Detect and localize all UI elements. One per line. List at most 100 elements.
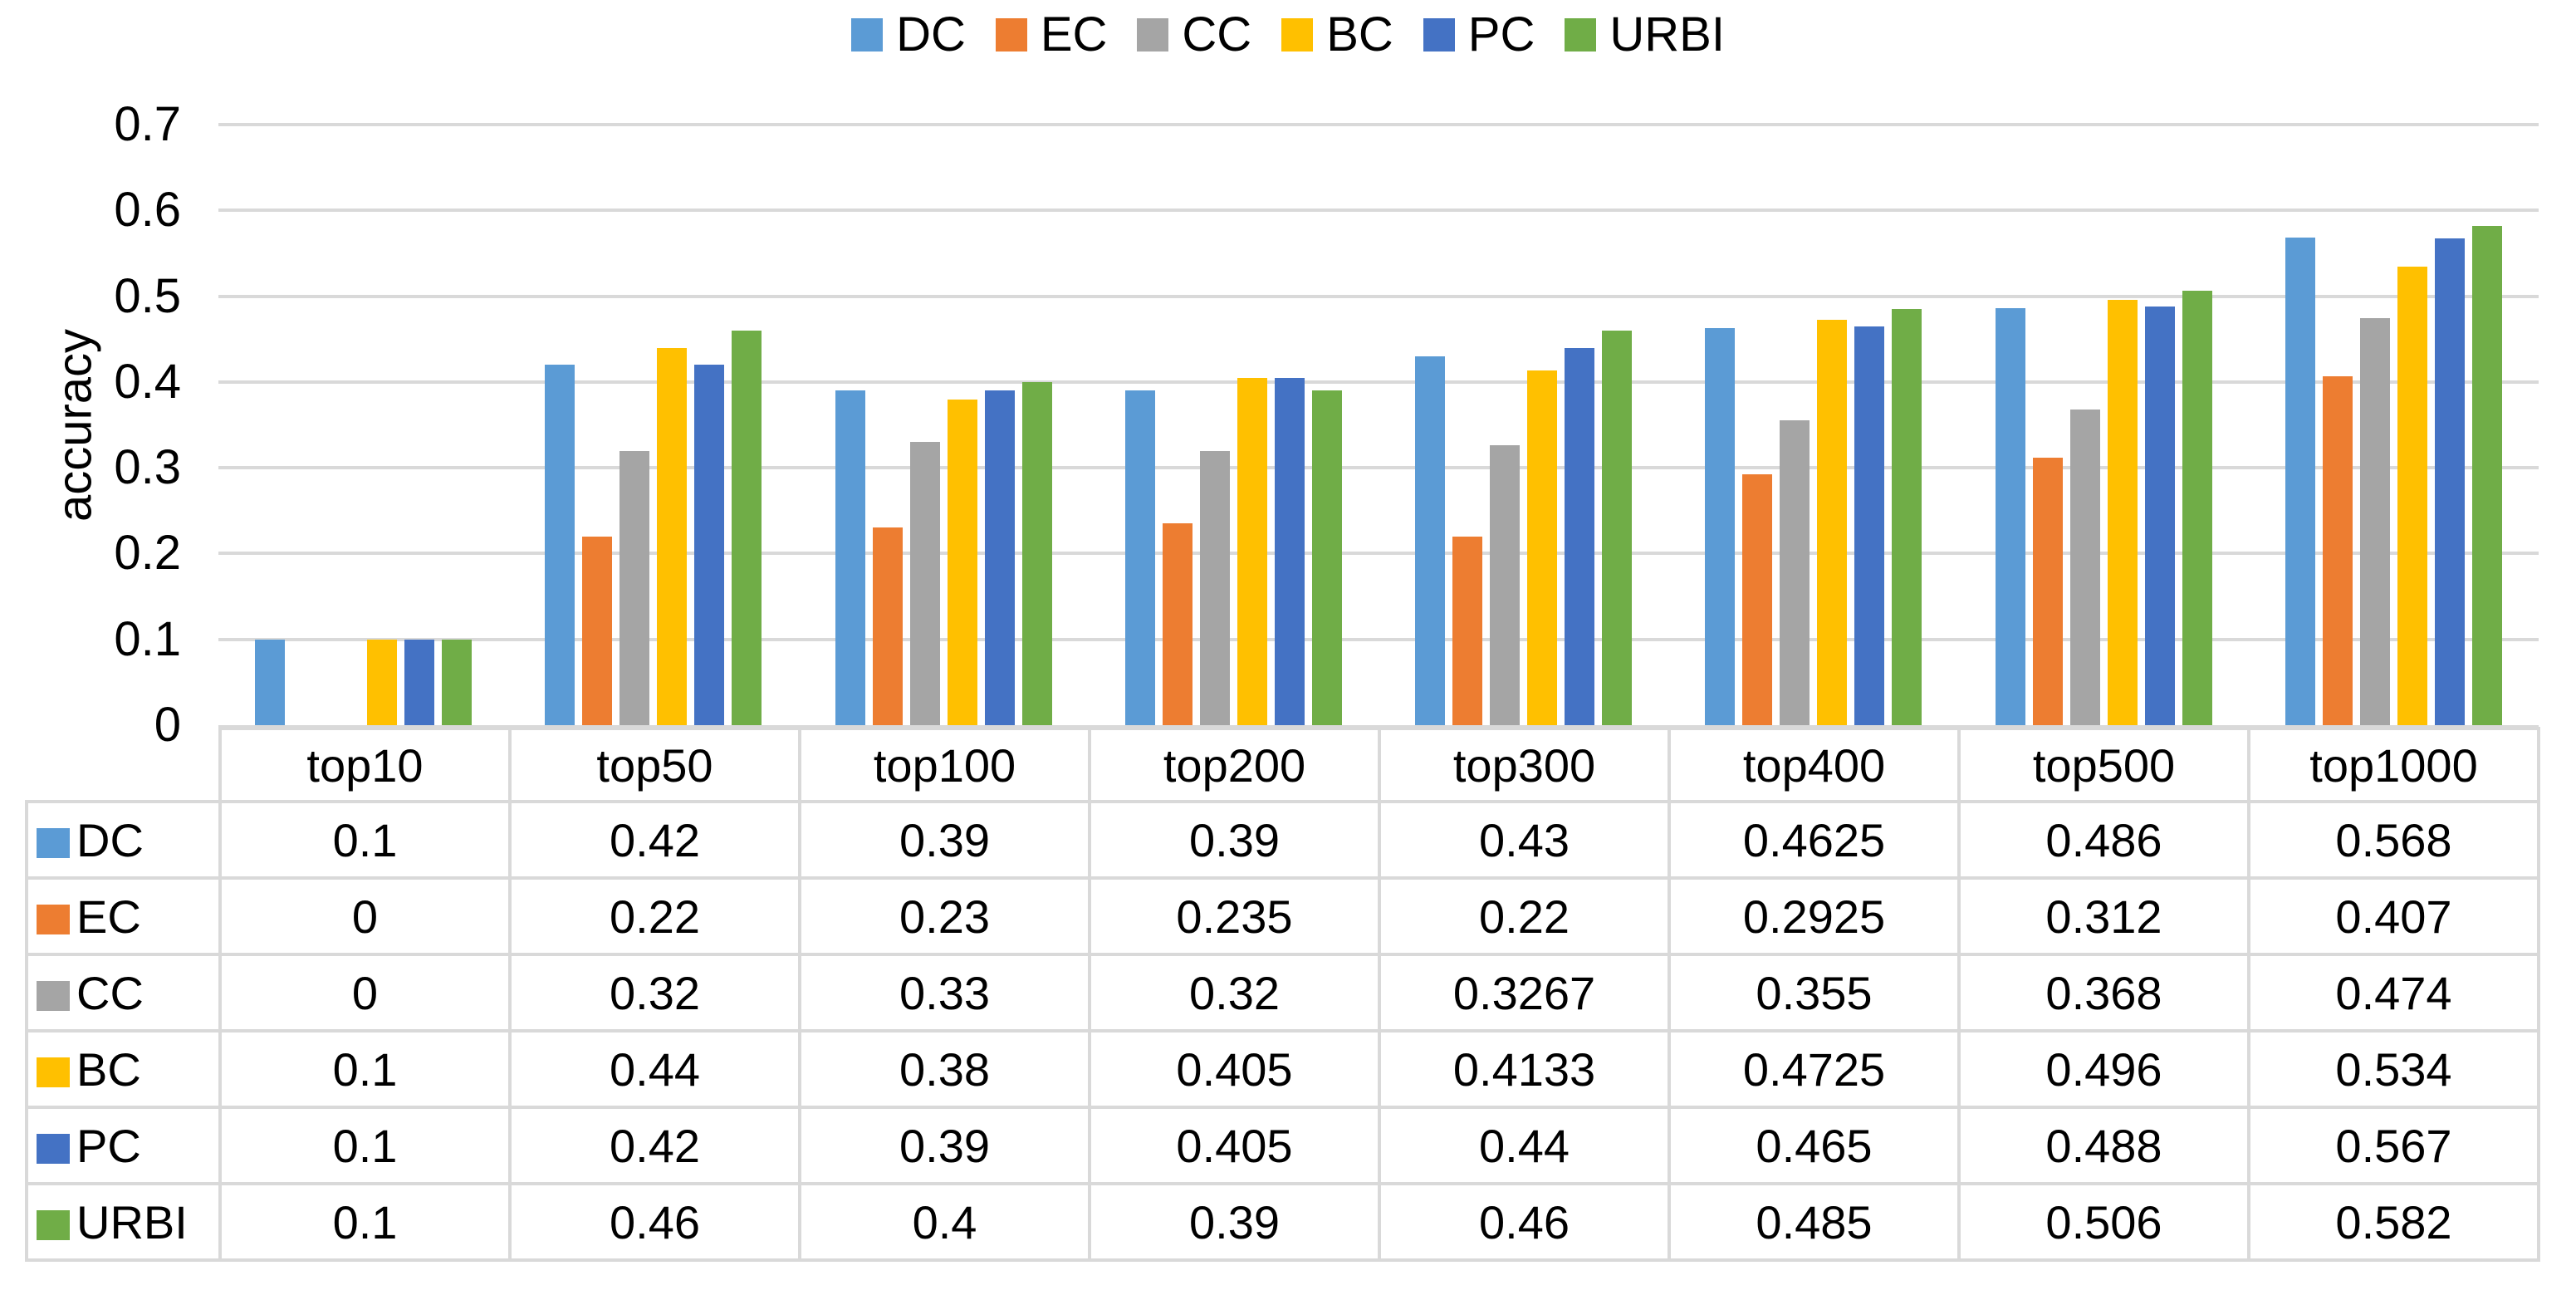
table-header-cell-top50: top50 (508, 727, 801, 803)
table-value-cell: 0 (218, 876, 512, 956)
bar-pc-top200 (1274, 377, 1305, 725)
table-value-cell: 0 (218, 953, 512, 1032)
y-axis-tick-label: 0.2 (114, 526, 181, 581)
table-value-cell: 0.355 (1668, 953, 1961, 1032)
y-axis-tick-labels: 0.7 0.6 0.5 0.4 0.3 0.2 0.1 0 (0, 101, 181, 749)
table-value-cell: 0.32 (508, 953, 801, 1032)
table-value-cell: 0.38 (798, 1029, 1091, 1109)
bar-bc-top100 (947, 399, 977, 725)
table-key-swatch (37, 904, 70, 934)
legend-label: PC (1467, 7, 1535, 61)
legend-color-swatch (1423, 18, 1455, 52)
bar-bc-top300 (1527, 370, 1558, 725)
gridline (218, 552, 2539, 556)
table-row-cc: CC 0 0.32 0.33 0.32 0.3267 0.355 0.368 0.474 (25, 953, 2540, 1032)
legend-item-cc: CC (1137, 11, 1251, 59)
bar-group-top400 (1668, 125, 1958, 725)
bar-urbi-top1000 (2471, 225, 2502, 725)
table-header-cell-top100: top100 (798, 727, 1091, 803)
table-value-cell: 0.1 (218, 800, 512, 880)
table-key-swatch (37, 1057, 70, 1087)
table-key-swatch (37, 980, 70, 1011)
y-axis-tick-label: 0.1 (114, 611, 181, 666)
table-value-cell: 0.2925 (1668, 876, 1961, 956)
table-value-cell: 0.235 (1088, 876, 1381, 956)
bar-pc-top50 (694, 365, 725, 725)
bar-group-top200 (1089, 125, 1379, 725)
legend-item-dc: DC (851, 11, 966, 59)
table-value-cell: 0.44 (508, 1029, 801, 1109)
table-row-label-cell: CC (25, 953, 222, 1032)
bar-ec-top100 (872, 527, 903, 725)
table-value-cell: 0.582 (2247, 1182, 2540, 1262)
legend-item-pc: PC (1423, 11, 1535, 59)
bar-pc-top1000 (2434, 238, 2465, 725)
table-value-cell: 0.46 (508, 1182, 801, 1262)
table-value-cell: 0.486 (1957, 800, 2250, 880)
bar-ec-top1000 (2322, 375, 2353, 725)
table-value-cell: 0.368 (1957, 953, 2250, 1032)
table-value-cell: 0.1 (218, 1029, 512, 1109)
bar-ec-top500 (2032, 457, 2063, 725)
bar-ec-top400 (1742, 473, 1773, 725)
table-row-label-cell: URBI (25, 1182, 222, 1262)
bar-dc-top500 (1995, 308, 2025, 725)
table-row-ec: EC 0 0.22 0.23 0.235 0.22 0.2925 0.312 0.407 (25, 876, 2540, 956)
bar-bc-top50 (657, 347, 688, 725)
bar-dc-top50 (545, 365, 575, 725)
table-value-cell: 0.22 (508, 876, 801, 956)
bar-urbi-top100 (1021, 381, 1052, 725)
legend-label: URBI (1609, 7, 1725, 61)
table-row-bc: BC 0.1 0.44 0.38 0.405 0.4133 0.4725 0.496 0.534 (25, 1029, 2540, 1109)
table-row-label-cell: BC (25, 1029, 222, 1109)
table-row-label-cell: DC (25, 800, 222, 880)
bar-group-top10 (218, 125, 508, 725)
bar-cc-top1000 (2359, 318, 2390, 725)
table-header-cell-top400: top400 (1668, 727, 1961, 803)
table-value-cell: 0.568 (2247, 800, 2540, 880)
legend-label: CC (1182, 7, 1252, 61)
table-value-cell: 0.485 (1668, 1182, 1961, 1262)
table-value-cell: 0.488 (1957, 1106, 2250, 1185)
table-value-cell: 0.42 (508, 1106, 801, 1185)
bar-group-top50 (508, 125, 798, 725)
table-value-cell: 0.534 (2247, 1029, 2540, 1109)
legend-item-bc: BC (1281, 11, 1393, 59)
table-value-cell: 0.39 (1088, 800, 1381, 880)
table-value-cell: 0.567 (2247, 1106, 2540, 1185)
bar-dc-top200 (1124, 390, 1155, 725)
y-axis-tick-label: 0.5 (114, 268, 181, 323)
bar-dc-top100 (835, 390, 865, 725)
bar-dc-top1000 (2285, 238, 2315, 725)
bar-cc-top300 (1490, 444, 1521, 725)
table-row-pc: PC 0.1 0.42 0.39 0.405 0.44 0.465 0.488 0.567 (25, 1106, 2540, 1185)
table-value-cell: 0.405 (1088, 1029, 1381, 1109)
table-value-cell: 0.44 (1378, 1106, 1671, 1185)
legend-label: EC (1040, 7, 1108, 61)
table-header-cell-top1000: top1000 (2247, 727, 2540, 803)
table-row-label-cell: EC (25, 876, 222, 956)
table-value-cell: 0.39 (798, 1106, 1091, 1185)
chart-legend: DC EC CC BC PC URBI (0, 3, 2576, 66)
y-axis-tick-label: 0.7 (114, 97, 181, 151)
bar-cc-top200 (1199, 450, 1230, 725)
table-row-label: CC (76, 966, 144, 1019)
table-row-label: DC (76, 813, 144, 866)
table-key-swatch (37, 1133, 70, 1164)
table-value-cell: 0.4133 (1378, 1029, 1671, 1109)
table-value-cell: 0.46 (1378, 1182, 1671, 1262)
y-axis-tick-label: 0 (154, 698, 181, 752)
bar-dc-top300 (1415, 356, 1446, 725)
bar-ec-top300 (1452, 536, 1483, 725)
bar-dc-top10 (255, 639, 286, 725)
bar-urbi-top50 (732, 330, 762, 725)
table-value-cell: 0.4725 (1668, 1029, 1961, 1109)
plot-area (218, 123, 2539, 728)
table-value-cell: 0.506 (1957, 1182, 2250, 1262)
gridline (218, 466, 2539, 470)
legend-color-swatch (995, 18, 1027, 52)
table-value-cell: 0.43 (1378, 800, 1671, 880)
bar-ec-top200 (1162, 523, 1193, 725)
table-value-cell: 0.496 (1957, 1029, 2250, 1109)
table-row-label: URBI (76, 1195, 188, 1248)
